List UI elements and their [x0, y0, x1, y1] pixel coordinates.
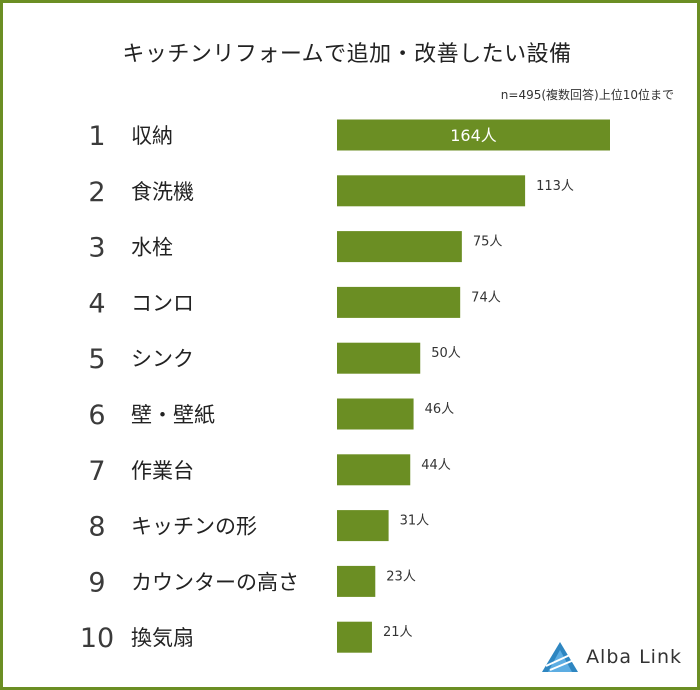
bar: [337, 454, 411, 486]
brand-logo: Alba Link: [542, 642, 682, 672]
value-label: 21人: [383, 625, 413, 640]
bar: [337, 565, 376, 597]
rank-number: 5: [88, 344, 105, 375]
rank-number: 9: [88, 567, 105, 598]
value-label: 31人: [400, 514, 430, 529]
sample-note: n=495(複数回答)上位10位まで: [500, 88, 674, 102]
bar: [337, 119, 610, 151]
category-label: カウンターの高さ: [131, 570, 299, 594]
rank-number: 3: [88, 233, 105, 264]
value-label: 46人: [425, 402, 455, 417]
rank-number: 7: [88, 456, 105, 487]
bar: [337, 398, 414, 430]
alba-link-logo-icon: [542, 642, 579, 672]
value-label: 23人: [386, 569, 416, 584]
bar: [337, 342, 421, 374]
value-label: 113人: [536, 179, 574, 194]
category-label: 換気扇: [131, 626, 194, 650]
rank-number: 4: [88, 288, 105, 319]
bar: [337, 175, 526, 207]
category-label: シンク: [131, 347, 194, 371]
bar: [337, 231, 462, 263]
value-label: 50人: [431, 346, 461, 361]
rank-number: 10: [80, 623, 114, 654]
chart-title: キッチンリフォームで追加・改善したい設備: [122, 42, 572, 67]
value-label: 74人: [471, 290, 501, 305]
value-label: 75人: [473, 235, 503, 250]
category-label: 壁・壁紙: [131, 403, 215, 427]
bar: [337, 621, 372, 653]
category-label: 水栓: [131, 236, 173, 260]
category-label: キッチンの形: [131, 515, 257, 539]
rank-number: 2: [88, 177, 105, 208]
category-label: 食洗機: [131, 180, 194, 204]
category-label: 作業台: [131, 459, 194, 483]
rank-number: 1: [88, 121, 105, 152]
rank-number: 6: [88, 400, 105, 431]
value-label: 44人: [421, 458, 451, 473]
bar: [337, 286, 461, 318]
value-label: 164人: [450, 126, 497, 145]
rank-number: 8: [88, 512, 105, 543]
bar: [337, 510, 389, 542]
category-label: 収納: [131, 124, 173, 148]
logo-text: Alba Link: [586, 646, 682, 668]
category-label: コンロ: [131, 291, 194, 315]
